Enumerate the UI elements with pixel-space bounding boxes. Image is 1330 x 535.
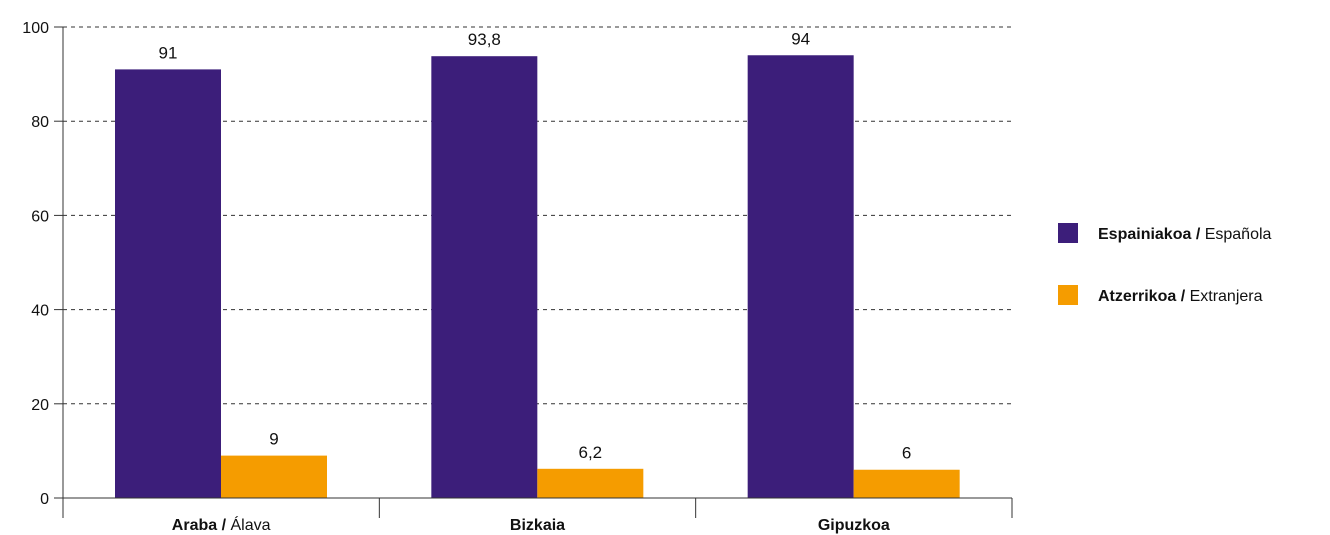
bar-0-0 [115,69,221,498]
data-label-1-0: 93,8 [468,30,501,49]
x-axis-categories: Araba / Álava Bizkaia Gipuzkoa [172,515,890,534]
y-tick-label-20: 20 [31,397,49,414]
bar-0-1 [221,455,327,498]
legend-label-normal: Española [1200,226,1271,243]
legend-label-bold: Espainiakoa / [1098,226,1201,243]
x-category-bold: Araba / [172,517,227,534]
bars [115,55,960,499]
data-label-2-0: 94 [791,29,810,48]
legend-label-0: Espainiakoa / Española [1098,226,1272,243]
data-label-1-1: 6,2 [579,443,603,462]
x-category-label-1: Bizkaia [510,517,565,534]
bar-1-0 [431,56,538,499]
data-label-2-1: 6 [902,444,911,463]
legend-swatch-1 [1058,285,1078,305]
data-label-0-1: 9 [269,430,278,449]
x-category-normal: Álava [226,515,271,534]
data-label-0-0: 91 [159,43,178,62]
x-category-label-0: Araba / Álava [172,515,271,534]
bar-1-1 [537,468,644,498]
data-labels: 91 9 93,8 6,2 94 6 [159,29,912,462]
bar-2-1 [853,469,960,498]
legend-label-normal: Extranjera [1185,288,1262,305]
axes [62,27,1013,518]
legend-swatch-0 [1058,223,1078,243]
y-tick-label-40: 40 [31,303,49,320]
y-tick-label-60: 60 [31,208,49,225]
y-tick-label-80: 80 [31,114,49,131]
y-tick-label-0: 0 [40,491,49,508]
y-axis-ticks: 0 20 40 60 80 100 [22,20,63,508]
y-tick-label-100: 100 [22,20,49,37]
bar-2-0 [747,55,854,498]
x-category-bold: Gipuzkoa [818,517,890,534]
legend: Espainiakoa / Española Atzerrikoa / Extra… [1058,223,1272,305]
x-category-bold: Bizkaia [510,517,565,534]
grid-lines [63,26,1012,405]
legend-label-bold: Atzerrikoa / [1098,288,1186,305]
legend-label-1: Atzerrikoa / Extranjera [1098,288,1263,305]
x-category-label-2: Gipuzkoa [818,517,890,534]
